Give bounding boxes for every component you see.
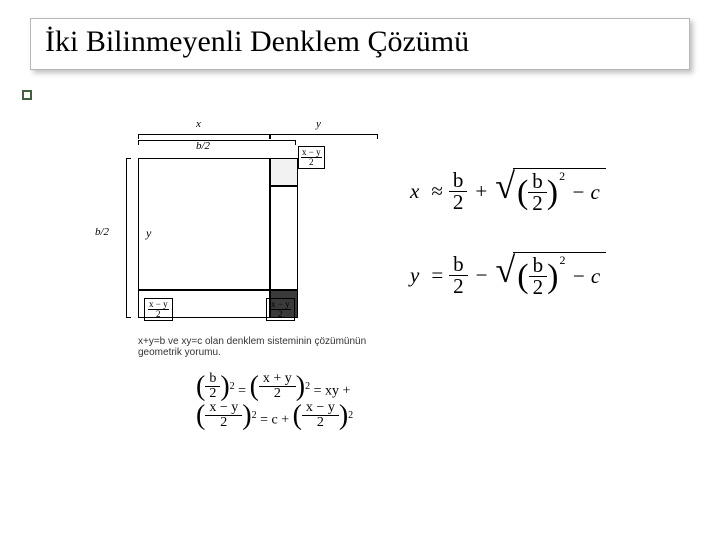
- title-box: İki Bilinmeyenli Denklem Çözümü: [30, 18, 690, 70]
- brace-b2-top: [138, 140, 296, 141]
- eq-x-op: +: [475, 179, 487, 204]
- num: b: [529, 255, 548, 277]
- label-y: y: [316, 118, 321, 130]
- solution-equations: x ≈ b 2 + √ ( b 2 ) 2: [410, 168, 670, 336]
- den: 2: [528, 193, 547, 214]
- paren-close-icon: ): [547, 260, 558, 294]
- exp: 2: [559, 253, 565, 268]
- num: b: [528, 171, 547, 193]
- eq-x-frac1: b 2: [449, 170, 468, 213]
- eq-y-sqrt: √ ( b 2 ) 2 − c: [496, 252, 607, 298]
- eq-y-rel: =: [431, 263, 443, 288]
- d-num: x + y: [259, 372, 296, 387]
- content-area: x y b/2 x − y2 b/2 y x − y2 x − y2 x+y=b…: [30, 108, 690, 520]
- paren-close-icon: ): [547, 176, 558, 210]
- slide-title: İki Bilinmeyenli Denklem Çözümü: [45, 25, 675, 59]
- d-c: c: [271, 413, 277, 428]
- frac-den: 2: [148, 310, 169, 319]
- brace-left: [126, 158, 130, 318]
- top-right-small-square: [270, 158, 298, 186]
- right-strip: [270, 186, 298, 290]
- label-b2-top: b/2: [196, 140, 210, 152]
- bottom-left-fraction-box: x − y2: [144, 298, 173, 321]
- d-xy: xy: [325, 384, 339, 399]
- geometric-diagram: x y b/2 x − y2 b/2 y x − y2 x − y2 x+y=b…: [90, 126, 380, 386]
- d-den: 2: [313, 416, 328, 430]
- d-den: 2: [216, 416, 231, 430]
- eq-x-rel: ≈: [431, 179, 443, 204]
- d-exp: 2: [230, 381, 235, 392]
- diagram-caption: x+y=b ve xy=c olan denklem sisteminin çö…: [138, 336, 380, 358]
- frac-den: 2: [270, 310, 291, 319]
- brace-x: [138, 134, 270, 135]
- paren-open-icon: (: [517, 260, 528, 294]
- d-num: x − y: [205, 401, 242, 416]
- label-inner-y: y: [146, 226, 151, 241]
- sqrt-body: ( b 2 ) 2 − c: [513, 168, 606, 214]
- bottom-right-fraction-box: x − y2: [266, 298, 295, 321]
- d-num: b: [205, 372, 220, 387]
- den: 2: [449, 192, 468, 213]
- d-den: 2: [205, 387, 220, 401]
- derivation-equation: ( b2 )2 = ( x + y2 )2 = xy + ( x − y2 )2…: [196, 372, 380, 430]
- bullet-icon: [22, 90, 32, 100]
- den: 2: [529, 277, 548, 298]
- brace-y: [270, 134, 378, 135]
- eq-y-frac1: b 2: [449, 254, 468, 297]
- num: b: [449, 254, 468, 276]
- num: b: [449, 170, 468, 192]
- label-x: x: [196, 118, 201, 130]
- tail: − c: [571, 264, 600, 289]
- exp: 2: [559, 169, 565, 184]
- eq-y-op: −: [476, 263, 488, 288]
- eq-y-lhs: y: [410, 263, 419, 288]
- equation-y: y = b 2 − √ ( b 2 ) 2: [410, 252, 670, 298]
- sqrt-body: ( b 2 ) 2 − c: [513, 252, 606, 298]
- tail: − c: [571, 180, 600, 205]
- eq-x-sqrt: √ ( b 2 ) 2 − c: [495, 168, 606, 214]
- inner-square-xy: [138, 158, 270, 290]
- label-b2-left: b/2: [95, 226, 109, 238]
- slide: İki Bilinmeyenli Denklem Çözümü x y b/2 …: [0, 0, 720, 540]
- sqrt-frac: b 2: [528, 171, 547, 214]
- equation-x: x ≈ b 2 + √ ( b 2 ) 2: [410, 168, 670, 214]
- den: 2: [449, 276, 468, 297]
- paren-open-icon: (: [517, 176, 528, 210]
- d-den: 2: [270, 387, 285, 401]
- sqrt-frac: b 2: [529, 255, 548, 298]
- frac-den: 2: [301, 158, 322, 167]
- d-num: x − y: [302, 401, 339, 416]
- top-right-fraction-box: x − y2: [298, 146, 325, 169]
- eq-x-lhs: x: [410, 179, 419, 204]
